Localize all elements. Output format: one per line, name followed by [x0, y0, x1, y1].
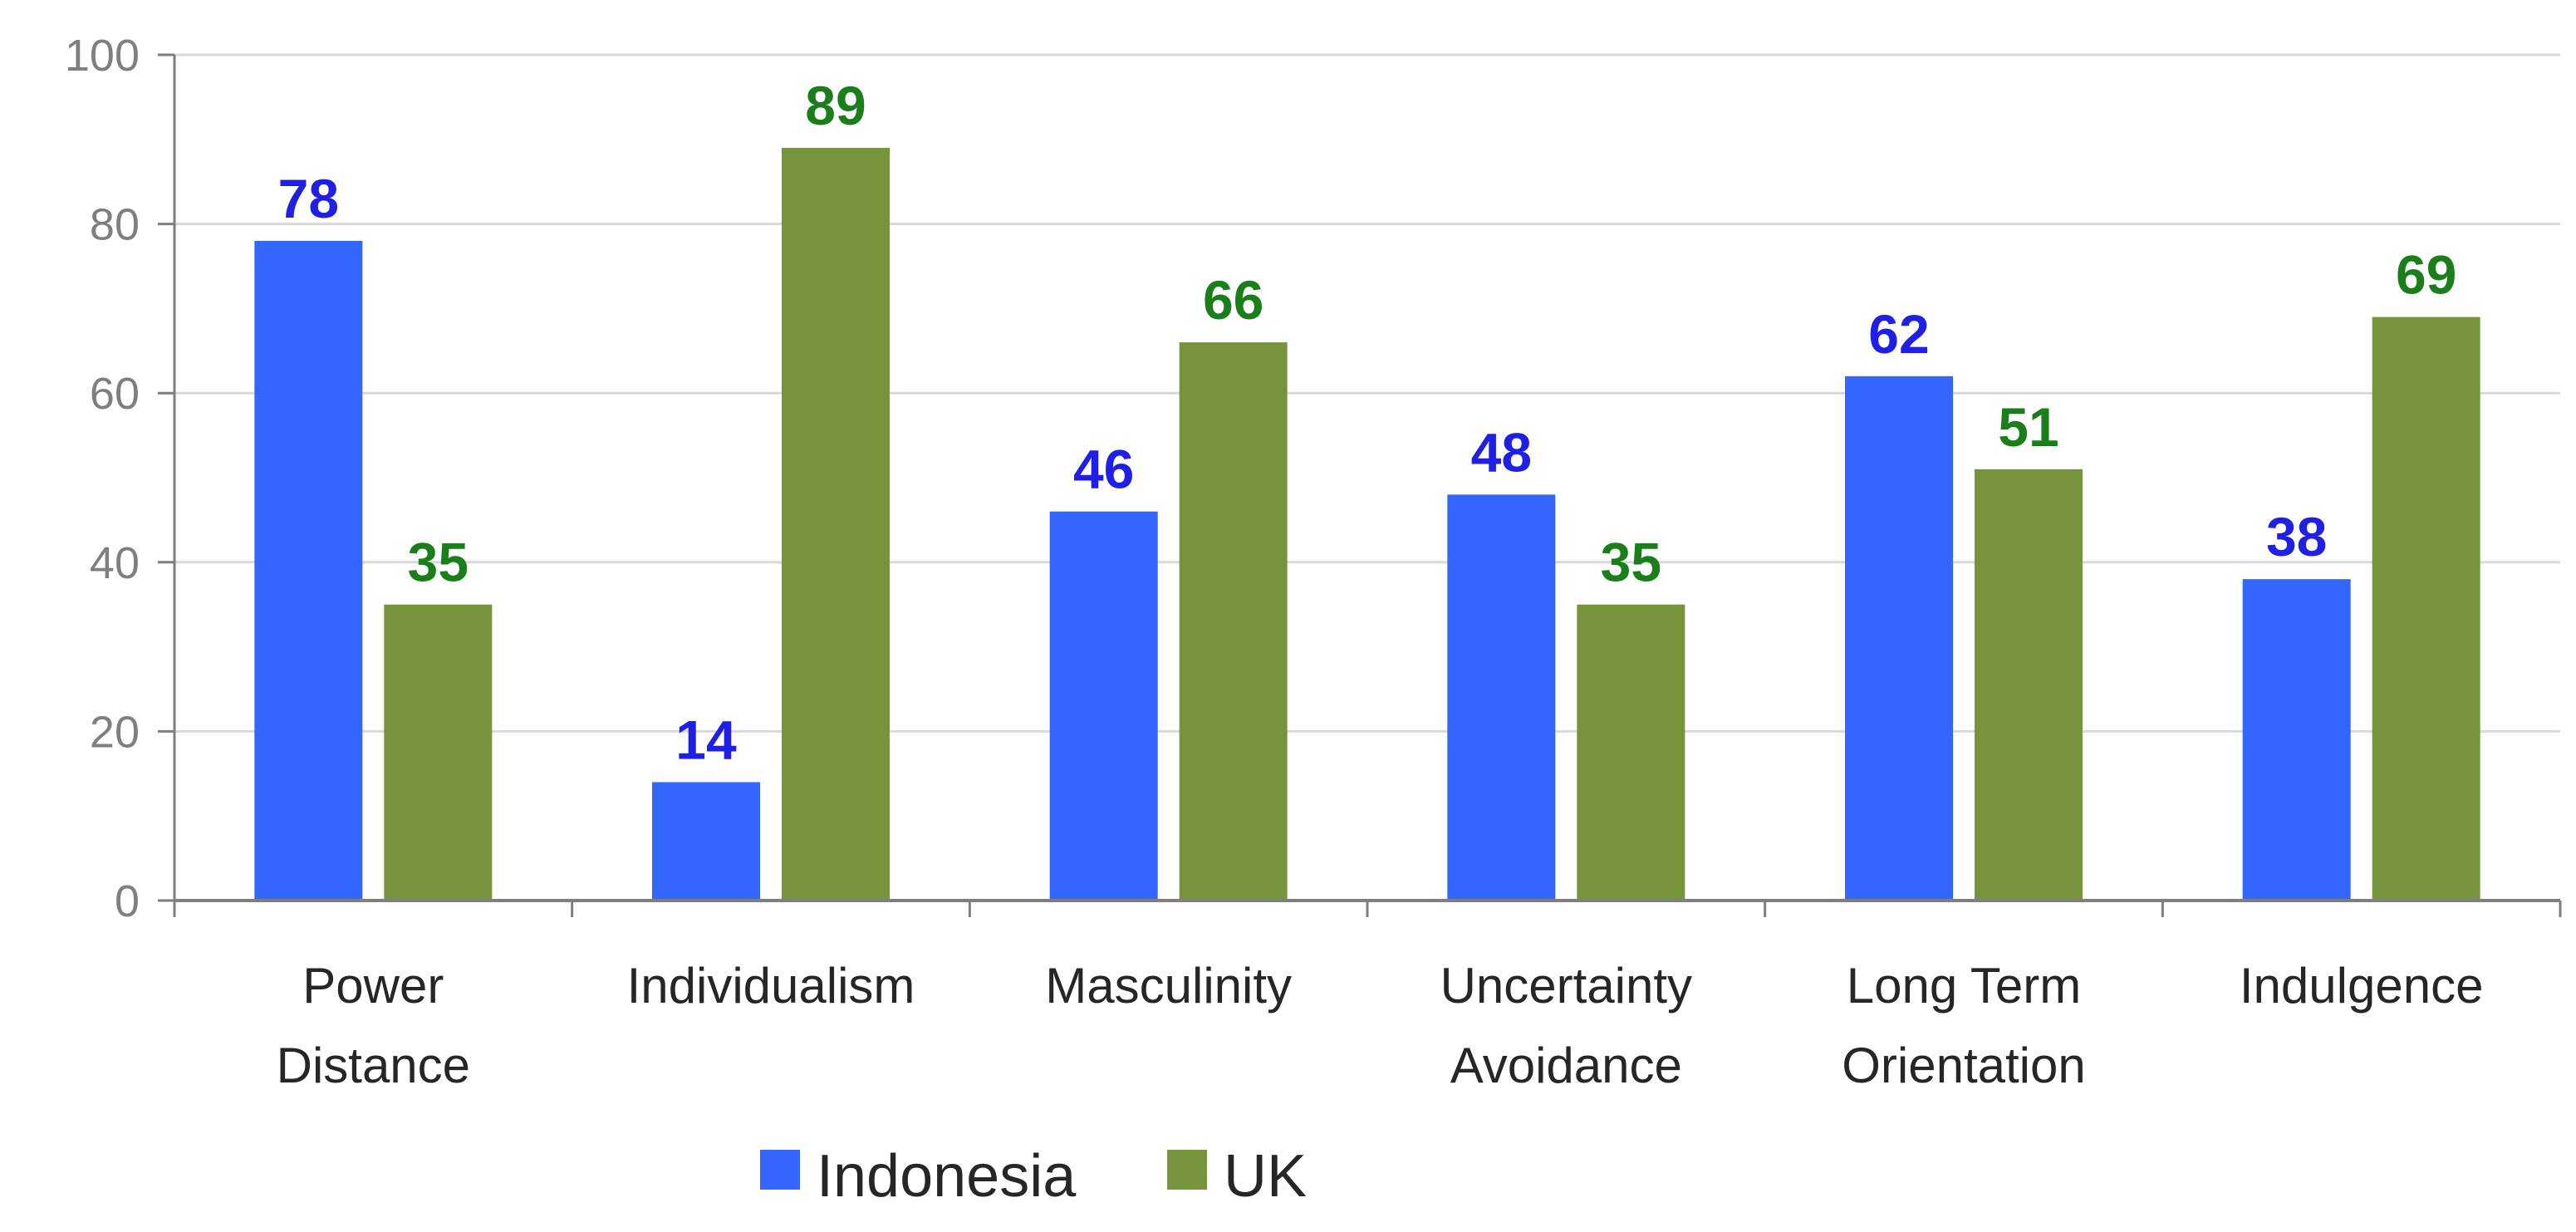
bar-uk — [782, 147, 890, 901]
y-tick-label: 60 — [90, 369, 140, 419]
bar-uk — [2372, 317, 2480, 901]
data-label: 46 — [1073, 439, 1134, 500]
x-category-label: Masculinity — [1045, 958, 1292, 1014]
bar-uk — [1179, 342, 1288, 901]
x-axis — [173, 55, 2562, 917]
x-category-label: Distance — [277, 1038, 470, 1093]
data-label: 89 — [805, 75, 866, 136]
legend-label-indonesia: Indonesia — [817, 1143, 1077, 1210]
x-category-label: Power — [302, 958, 444, 1014]
data-label: 66 — [1203, 269, 1263, 331]
bar-indonesia — [254, 240, 363, 901]
y-tick-label: 40 — [90, 538, 140, 588]
y-tick-label: 20 — [90, 707, 140, 757]
bars — [254, 147, 2480, 901]
legend-swatch-uk — [1167, 1150, 1207, 1190]
data-label: 62 — [1868, 303, 1929, 365]
data-label: 14 — [675, 709, 737, 770]
data-label: 69 — [2396, 244, 2456, 306]
bar-uk — [384, 604, 493, 901]
data-label: 51 — [1998, 396, 2058, 458]
x-category-label: Uncertainty — [1440, 958, 1692, 1014]
y-tick-label: 0 — [115, 876, 140, 926]
legend: Indonesia UK — [760, 1143, 1307, 1210]
x-category-label: Orientation — [1842, 1038, 2086, 1093]
x-category-label: Indulgence — [2240, 958, 2484, 1014]
y-axis-ticks: 0 20 40 60 80 100 — [65, 31, 174, 926]
x-category-label: Individualism — [627, 958, 915, 1014]
legend-swatch-indonesia — [760, 1150, 800, 1190]
data-labels: 78 35 14 89 46 66 48 35 62 51 38 69 — [278, 75, 2457, 770]
data-label: 48 — [1471, 421, 1532, 483]
data-label: 78 — [278, 168, 339, 229]
data-label: 38 — [2266, 506, 2327, 567]
x-category-label: Long Term — [1847, 958, 2081, 1014]
bar-indonesia — [1049, 511, 1158, 901]
bar-uk — [1577, 604, 1685, 901]
bar-uk — [1975, 469, 2083, 901]
legend-label-uk: UK — [1224, 1143, 1307, 1210]
data-label: 35 — [1601, 532, 1661, 593]
bar-indonesia — [1447, 494, 1556, 901]
y-tick-label: 80 — [90, 200, 140, 250]
bar-indonesia — [2242, 579, 2351, 901]
bar-indonesia — [1845, 375, 1953, 901]
gridlines — [174, 53, 2560, 733]
y-tick-label: 100 — [65, 31, 140, 81]
data-label: 35 — [408, 532, 469, 593]
x-axis-category-labels: Power Distance Individualism Masculinity Unc… — [277, 958, 2484, 1093]
x-category-label: Avoidance — [1450, 1038, 1682, 1093]
bar-indonesia — [652, 782, 760, 901]
